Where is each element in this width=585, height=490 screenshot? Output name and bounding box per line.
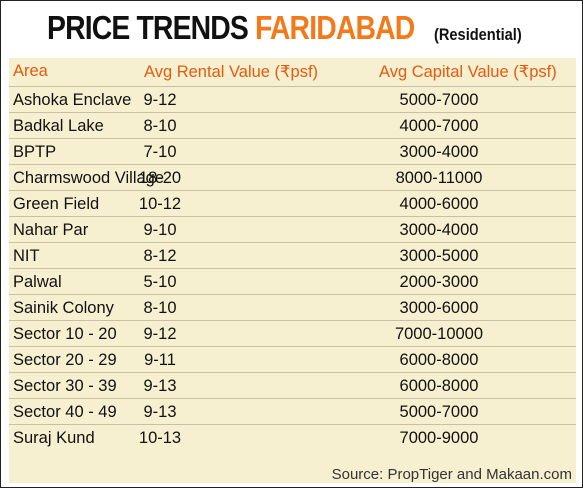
- cell-area: Badkal Lake: [13, 117, 104, 135]
- cell-capital: 2000-3000: [399, 273, 479, 291]
- cell-rental: 9-13: [143, 403, 177, 421]
- cell-capital: 3000-4000: [399, 221, 479, 239]
- header-area: Area: [13, 62, 48, 80]
- cell-rental: 8-12: [143, 247, 177, 265]
- table-row: Charmswood Village 18-20 8000-11000: [9, 164, 576, 190]
- cell-area: BPTP: [13, 143, 57, 161]
- cell-rental: 5-10: [143, 273, 177, 291]
- cell-rental: 10-13: [138, 429, 182, 447]
- table-row: Sector 10 - 20 9-12 7000-10000: [9, 320, 576, 346]
- table-row: Badkal Lake 8-10 4000-7000: [9, 112, 576, 138]
- header-rental: Avg Rental Value (₹psf): [144, 63, 319, 81]
- page-title: PRICE TRENDS FARIDABAD (Residential): [1, 1, 582, 55]
- cell-area: Sainik Colony: [13, 299, 114, 317]
- cell-capital: 7000-9000: [399, 429, 479, 447]
- cell-rental: 10-12: [138, 195, 182, 213]
- table-row: Nahar Par 9-10 3000-4000: [9, 216, 576, 242]
- cell-area: Ashoka Enclave: [13, 91, 132, 109]
- cell-rental: 9-12: [143, 325, 177, 343]
- cell-capital: 7000-10000: [394, 325, 484, 343]
- cell-rental: 7-10: [143, 143, 177, 161]
- table-row: NIT 8-12 3000-5000: [9, 242, 576, 268]
- title-subtitle: (Residential): [434, 25, 522, 44]
- cell-rental: 8-10: [143, 117, 177, 135]
- cell-capital: 5000-7000: [399, 403, 479, 421]
- cell-rental: 9-10: [143, 221, 177, 239]
- table-header-row: Area Avg Rental Value (₹psf) Avg Capital…: [9, 58, 576, 84]
- cell-capital: 3000-5000: [399, 247, 479, 265]
- cell-area: Green Field: [13, 195, 100, 213]
- cell-area: Sector 10 - 20: [13, 325, 117, 343]
- cell-rental: 9-12: [143, 91, 177, 109]
- table-row: BPTP 7-10 3000-4000: [9, 138, 576, 164]
- cell-area: Sector 40 - 49: [13, 403, 117, 421]
- cell-capital: 4000-6000: [399, 195, 479, 213]
- cell-capital: 6000-8000: [399, 351, 479, 369]
- cell-rental: 9-13: [143, 377, 177, 395]
- cell-area: Nahar Par: [13, 221, 89, 239]
- cell-area: Sector 20 - 29: [13, 351, 117, 369]
- cell-rental: 18-20: [138, 169, 182, 187]
- table-row: Sector 30 - 39 9-13 6000-8000: [9, 372, 576, 398]
- title-main: PRICE TRENDS FARIDABAD: [46, 9, 415, 47]
- table-row: Sector 20 - 29 9-11 6000-8000: [9, 346, 576, 372]
- price-table: Area Avg Rental Value (₹psf) Avg Capital…: [9, 58, 576, 483]
- cell-rental: 9-11: [144, 351, 176, 369]
- cell-capital: 4000-7000: [399, 117, 479, 135]
- table-row: Suraj Kund 10-13 7000-9000: [9, 424, 576, 450]
- cell-area: Palwal: [13, 273, 62, 291]
- cell-area: NIT: [13, 247, 40, 265]
- cell-capital: 8000-11000: [395, 169, 483, 187]
- cell-capital: 3000-4000: [399, 143, 479, 161]
- cell-area: Sector 30 - 39: [13, 377, 117, 395]
- table-row: Green Field 10-12 4000-6000: [9, 190, 576, 216]
- title-city: FARIDABAD: [254, 9, 415, 46]
- cell-rental: 8-10: [143, 299, 177, 317]
- table-row: Palwal 5-10 2000-3000: [9, 268, 576, 294]
- source-note: Source: PropTiger and Makaan.com: [331, 466, 572, 483]
- cell-capital: 6000-8000: [399, 377, 479, 395]
- table-row: Sainik Colony 8-10 3000-6000: [9, 294, 576, 320]
- cell-area: Suraj Kund: [13, 429, 95, 447]
- cell-area: Charmswood Village: [13, 169, 165, 187]
- cell-capital: 3000-6000: [399, 299, 479, 317]
- table-row: Sector 40 - 49 9-13 5000-7000: [9, 398, 576, 424]
- header-capital: Avg Capital Value (₹psf): [379, 63, 557, 81]
- table-row: Ashoka Enclave 9-12 5000-7000: [9, 86, 576, 112]
- title-text: PRICE TRENDS: [46, 9, 249, 46]
- cell-capital: 5000-7000: [399, 91, 479, 109]
